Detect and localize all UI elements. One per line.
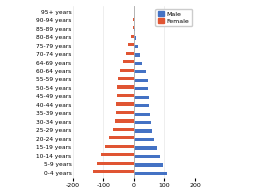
Bar <box>97 162 134 165</box>
Bar <box>134 28 135 31</box>
Bar <box>117 94 134 97</box>
Bar <box>120 68 134 72</box>
Bar <box>134 163 163 166</box>
Bar <box>105 145 134 148</box>
Bar <box>101 153 134 156</box>
Bar <box>109 136 134 139</box>
Bar <box>134 62 142 65</box>
Bar <box>134 155 160 158</box>
Bar <box>134 36 136 40</box>
Bar <box>131 35 134 38</box>
Bar <box>93 170 134 173</box>
Bar <box>134 53 140 56</box>
Bar <box>126 52 134 55</box>
Legend: Male, Female: Male, Female <box>155 9 192 26</box>
Bar <box>123 60 134 63</box>
Bar <box>113 128 134 131</box>
Bar <box>134 96 149 99</box>
Bar <box>116 102 134 106</box>
Bar <box>115 119 134 123</box>
Bar <box>128 43 134 46</box>
Bar <box>134 121 151 124</box>
Bar <box>133 26 134 29</box>
Bar <box>134 104 149 107</box>
Bar <box>117 86 134 89</box>
Bar <box>134 79 148 82</box>
Bar <box>118 77 134 80</box>
Bar <box>134 129 152 133</box>
Bar <box>134 45 138 48</box>
Bar <box>133 18 134 21</box>
Bar <box>134 172 167 175</box>
Bar <box>134 113 150 116</box>
Bar <box>116 111 134 114</box>
Bar <box>134 87 148 90</box>
Bar <box>134 138 154 141</box>
Bar <box>134 146 157 150</box>
Bar <box>134 70 146 74</box>
